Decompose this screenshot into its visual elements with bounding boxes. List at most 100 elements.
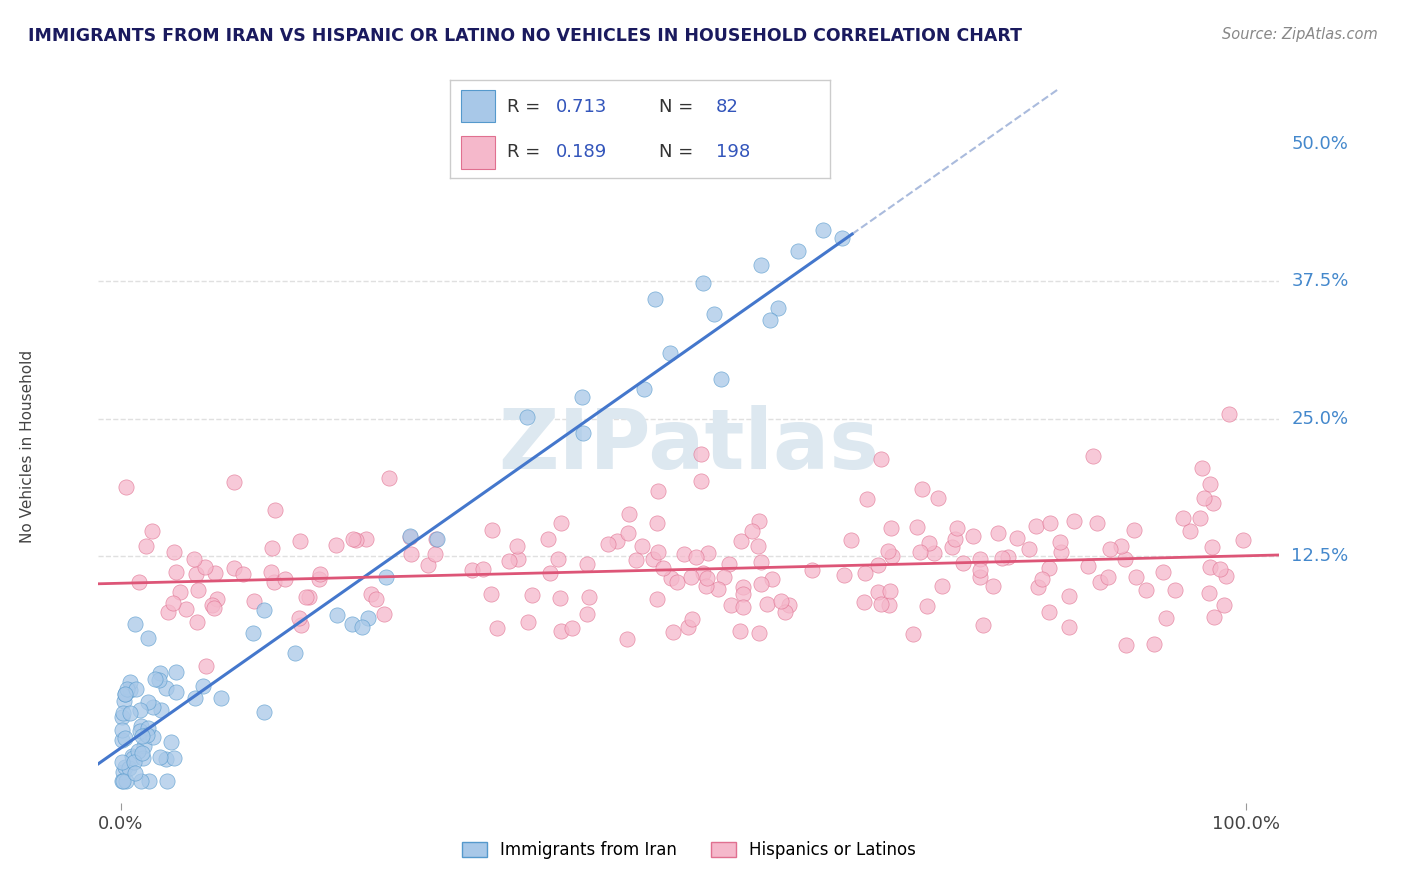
Point [652,561,675,575]
Point [263,502,285,516]
Point [129,718,152,732]
Point [981,579,1004,593]
Point [155,751,177,765]
Point [204,566,226,580]
Point [122,755,145,769]
Text: IMMIGRANTS FROM IRAN VS HISPANIC OR LATINO NO VEHICLES IN HOUSEHOLD CORRELATION : IMMIGRANTS FROM IRAN VS HISPANIC OR LATI… [28,27,1022,45]
Point [375,570,398,584]
Point [274,573,297,587]
Point [550,624,572,638]
Point [142,700,165,714]
Point [598,537,620,551]
Point [697,546,720,560]
Point [1152,565,1174,579]
Point [713,570,735,584]
Point [184,566,207,581]
Point [121,748,143,763]
Point [142,730,165,744]
Point [1050,545,1073,559]
Point [730,533,752,548]
Text: ZIPatlas: ZIPatlas [499,406,879,486]
Point [720,599,742,613]
Point [1097,570,1119,584]
Point [114,687,136,701]
Point [125,682,148,697]
Point [136,721,159,735]
Point [1198,585,1220,599]
Point [115,682,138,697]
Point [537,532,560,546]
Point [748,514,770,528]
Point [747,539,769,553]
Point [135,728,157,742]
Point [399,530,422,544]
Text: 25.0%: 25.0% [1291,409,1348,427]
Point [647,484,669,499]
Point [165,665,187,679]
Point [124,616,146,631]
Point [575,607,598,621]
Point [1049,534,1071,549]
Text: 82: 82 [716,98,738,116]
Point [1025,518,1047,533]
Point [114,687,136,701]
Point [811,223,834,237]
Point [325,538,347,552]
Point [710,372,733,386]
Point [242,626,264,640]
Point [801,563,824,577]
Point [423,547,446,561]
Point [149,666,172,681]
Point [922,546,945,560]
Point [138,773,160,788]
Text: R =: R = [508,98,546,116]
Point [997,550,1019,565]
Point [575,557,598,571]
Point [118,761,141,775]
Point [1208,562,1230,576]
Point [1057,620,1080,634]
Point [111,723,134,737]
Point [143,672,166,686]
Point [506,551,529,566]
Point [839,533,862,547]
Point [401,547,423,561]
Point [1098,541,1121,556]
Point [1191,461,1213,475]
Point [357,611,380,625]
Point [364,592,387,607]
Point [156,773,179,788]
Point [1081,449,1104,463]
Point [308,572,330,586]
Point [124,766,146,780]
Point [1202,496,1225,510]
Point [1063,514,1085,528]
Point [399,529,422,543]
Point [191,679,214,693]
Point [1171,511,1194,525]
Point [869,451,891,466]
Point [1038,606,1060,620]
Point [548,591,571,605]
Point [127,744,149,758]
Point [1038,561,1060,575]
Point [769,594,792,608]
Point [644,293,666,307]
Point [616,526,638,541]
Point [666,575,689,590]
Point [787,244,810,258]
Point [112,765,135,780]
Point [378,471,401,485]
Point [360,587,382,601]
Point [472,562,495,576]
Point [1125,570,1147,584]
Text: R =: R = [508,143,546,161]
Point [344,533,367,547]
Point [703,307,725,321]
Point [187,582,209,597]
Point [1154,610,1177,624]
Point [876,544,898,558]
Text: 198: 198 [716,143,749,161]
Point [111,710,134,724]
Point [832,568,855,582]
